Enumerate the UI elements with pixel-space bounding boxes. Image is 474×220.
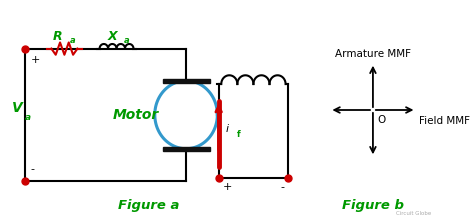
Text: i: i [225, 124, 228, 134]
Text: Circuit Globe: Circuit Globe [396, 211, 432, 216]
Text: V: V [12, 101, 23, 115]
Text: a: a [25, 113, 31, 122]
Text: Field MMF: Field MMF [419, 116, 470, 126]
Text: a: a [70, 36, 75, 45]
Text: Figure a: Figure a [118, 198, 180, 211]
Text: a: a [124, 36, 129, 45]
Text: Armature MMF: Armature MMF [335, 49, 411, 59]
Bar [163, 147, 210, 151]
Text: -: - [280, 182, 284, 192]
Bar [163, 79, 210, 83]
Text: -: - [31, 164, 35, 174]
Text: Motor: Motor [113, 108, 159, 122]
Text: +: + [31, 55, 40, 65]
Text: Figure b: Figure b [342, 198, 404, 211]
Text: R: R [53, 30, 63, 43]
Text: +: + [223, 182, 232, 192]
Text: f: f [237, 130, 241, 139]
Text: X: X [108, 30, 117, 43]
Text: O: O [377, 115, 385, 125]
